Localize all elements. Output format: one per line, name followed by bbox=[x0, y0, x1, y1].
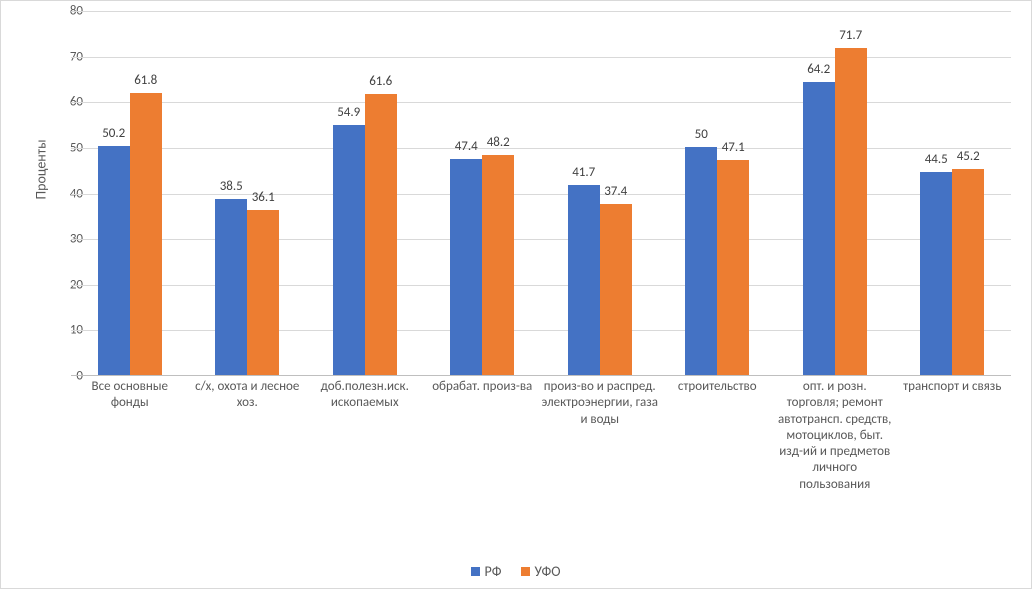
bar-РФ: 41.7 bbox=[568, 185, 600, 375]
bar-УФО: 47.1 bbox=[717, 160, 749, 375]
bar-value-label: 48.2 bbox=[487, 135, 510, 150]
x-axis-label: с/х, охота и лесное хоз. bbox=[189, 379, 306, 493]
category-group: 54.961.6 bbox=[306, 94, 423, 375]
bar-value-label: 37.4 bbox=[604, 184, 627, 199]
bar-value-label: 61.8 bbox=[134, 73, 157, 88]
bar-УФО: 61.6 bbox=[365, 94, 397, 375]
bar-РФ: 50.2 bbox=[98, 146, 130, 375]
bar-value-label: 41.7 bbox=[572, 165, 595, 180]
bar-РФ: 50 bbox=[685, 147, 717, 375]
bar-value-label: 71.7 bbox=[839, 28, 862, 43]
x-axis-label: опт. и розн. торговля; ремонт автотрансп… bbox=[776, 379, 893, 493]
x-axis-label: транспорт и связь bbox=[894, 379, 1011, 493]
bar-value-label: 64.2 bbox=[807, 62, 830, 77]
bar-value-label: 61.6 bbox=[369, 74, 392, 89]
bar-РФ: 44.5 bbox=[920, 172, 952, 375]
bar-РФ: 47.4 bbox=[450, 159, 482, 375]
chart-container: Проценты 01020304050607080 50.261.838.53… bbox=[0, 0, 1032, 589]
bar-value-label: 36.1 bbox=[252, 190, 275, 205]
legend-swatch bbox=[521, 567, 530, 576]
category-group: 5047.1 bbox=[659, 147, 776, 375]
bar-УФО: 45.2 bbox=[952, 169, 984, 375]
plot-area: 50.261.838.536.154.961.647.448.241.737.4… bbox=[71, 11, 1011, 376]
category-group: 50.261.8 bbox=[71, 93, 188, 375]
category-group: 44.545.2 bbox=[894, 169, 1011, 375]
legend-swatch bbox=[471, 567, 480, 576]
legend-label: УФО bbox=[534, 563, 560, 580]
bar-УФО: 48.2 bbox=[482, 155, 514, 375]
legend: РФ УФО bbox=[1, 563, 1031, 580]
bar-РФ: 64.2 bbox=[803, 82, 835, 375]
bar-value-label: 50 bbox=[695, 127, 708, 142]
bar-value-label: 54.9 bbox=[337, 105, 360, 120]
bar-УФО: 37.4 bbox=[600, 204, 632, 375]
y-axis-label: Проценты bbox=[33, 139, 50, 199]
category-group: 38.536.1 bbox=[189, 199, 306, 375]
bar-value-label: 44.5 bbox=[925, 152, 948, 167]
category-group: 47.448.2 bbox=[424, 155, 541, 375]
category-group: 41.737.4 bbox=[541, 185, 658, 375]
bar-УФО: 36.1 bbox=[247, 210, 279, 375]
bar-РФ: 54.9 bbox=[333, 125, 365, 375]
bars-row: 50.261.838.536.154.961.647.448.241.737.4… bbox=[71, 11, 1011, 375]
bar-УФО: 71.7 bbox=[835, 48, 867, 375]
legend-item: УФО bbox=[521, 563, 560, 580]
bar-РФ: 38.5 bbox=[215, 199, 247, 375]
x-axis-label: обрабат. произ-ва bbox=[424, 379, 541, 493]
bar-value-label: 50.2 bbox=[102, 126, 125, 141]
bar-value-label: 45.2 bbox=[957, 149, 980, 164]
category-group: 64.271.7 bbox=[776, 48, 893, 375]
bar-value-label: 47.1 bbox=[722, 140, 745, 155]
bar-УФО: 61.8 bbox=[130, 93, 162, 375]
x-axis-label: произ-во и распред. электроэнергии, газа… bbox=[541, 379, 658, 493]
legend-item: РФ bbox=[471, 563, 501, 580]
x-axis-labels: Все основные фондыс/х, охота и лесное хо… bbox=[71, 379, 1011, 493]
bar-value-label: 38.5 bbox=[220, 179, 243, 194]
x-axis-label: доб.полезн.иск. ископаемых bbox=[306, 379, 423, 493]
bar-value-label: 47.4 bbox=[455, 139, 478, 154]
legend-label: РФ bbox=[484, 563, 501, 580]
x-axis-label: строительство bbox=[659, 379, 776, 493]
x-axis-label: Все основные фонды bbox=[71, 379, 188, 493]
